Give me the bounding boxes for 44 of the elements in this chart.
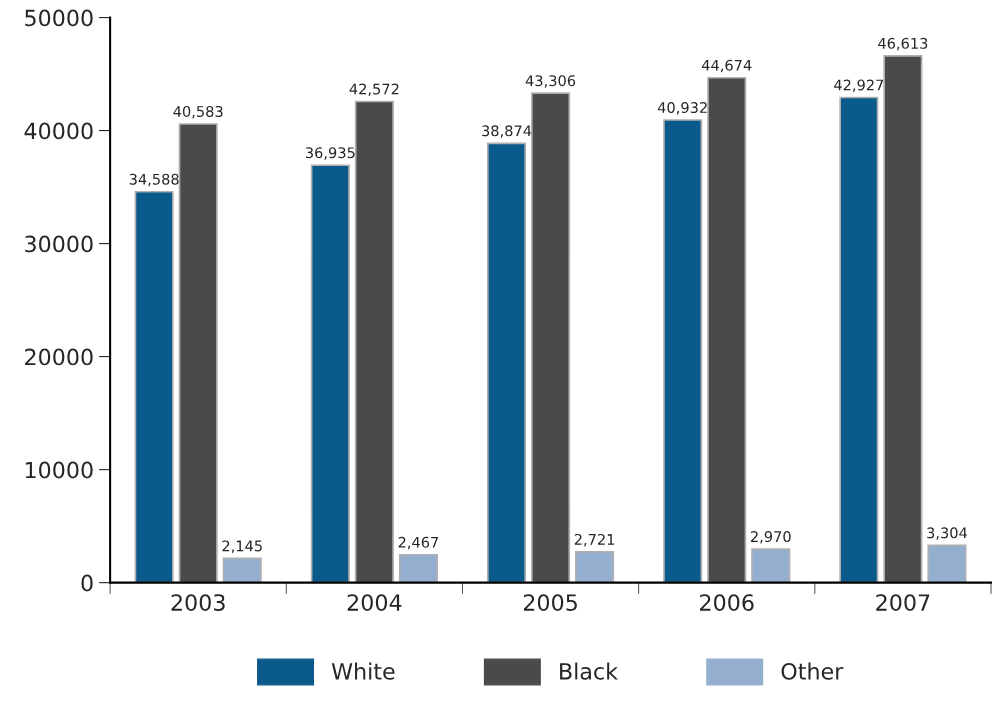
bar (398, 553, 438, 583)
data-label: 2,467 (398, 536, 439, 550)
data-label: 43,306 (525, 75, 576, 88)
y-tick-label: 50000 (25, 9, 93, 27)
x-tick-label: 2005 (523, 594, 577, 611)
bar (663, 119, 703, 583)
legend-label: Black (560, 662, 618, 680)
y-tick-label: 20000 (25, 348, 93, 366)
legend-label: White (331, 662, 395, 680)
x-tick-label: 2006 (700, 594, 754, 611)
y-tick-label: 40000 (24, 122, 93, 140)
bar (883, 54, 923, 583)
data-label: 44,674 (701, 59, 752, 73)
y-tick-label: 0 (81, 574, 93, 592)
bar (310, 164, 350, 583)
data-label: 2,721 (574, 533, 615, 547)
data-label: 42,927 (834, 79, 884, 92)
bar (134, 190, 174, 583)
bar (222, 557, 262, 583)
data-label: 38,874 (482, 125, 532, 138)
data-label: 2,145 (222, 540, 262, 553)
y-tick-label: 30000 (25, 235, 93, 253)
bar (927, 544, 967, 583)
bar (486, 142, 527, 583)
bar (839, 96, 879, 583)
data-label: 46,613 (878, 37, 928, 51)
bar (178, 123, 218, 583)
data-label: 42,572 (349, 83, 399, 96)
legend-label: Other (781, 662, 844, 680)
data-label: 3,304 (927, 527, 967, 540)
data-label: 2,970 (750, 531, 791, 544)
data-label: 40,583 (173, 105, 223, 119)
bar (530, 92, 571, 583)
x-tick-label: 2003 (171, 594, 225, 611)
data-label: 36,935 (305, 147, 355, 160)
data-label: 34,588 (129, 173, 179, 187)
x-tick-label: 2007 (876, 594, 930, 611)
data-label: 40,932 (657, 102, 707, 115)
bar (354, 100, 394, 583)
bar (751, 548, 791, 583)
x-tick-label: 2004 (347, 594, 402, 611)
y-tick-label: 10000 (25, 461, 93, 479)
bar (575, 551, 615, 583)
bar (707, 76, 747, 583)
